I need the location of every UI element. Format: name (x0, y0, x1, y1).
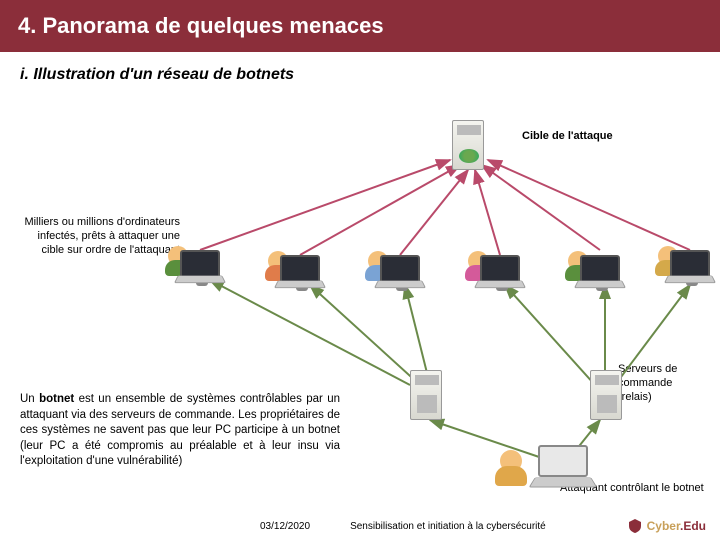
slide-subtitle: i. Illustration d'un réseau de botnets (0, 52, 720, 92)
attacker-icon (500, 450, 522, 472)
cyberedu-logo: Cyber.Edu (627, 518, 706, 534)
botnet-diagram (170, 110, 710, 490)
slide-footer: 03/12/2020 Sensibilisation et initiation… (0, 518, 720, 534)
slide-header: 4. Panorama de quelques menaces (0, 0, 720, 52)
infected-pc-icon (180, 250, 220, 280)
infected-pc-icon (380, 255, 420, 285)
infected-pc-icon (580, 255, 620, 285)
relay-server-icon (410, 370, 442, 420)
footer-date: 03/12/2020 (260, 521, 310, 532)
infected-pc-icon (480, 255, 520, 285)
footer-text: Sensibilisation et initiation à la cyber… (350, 521, 546, 532)
slide-title: 4. Panorama de quelques menaces (18, 13, 384, 39)
infected-pc-icon (280, 255, 320, 285)
infected-pc-icon (670, 250, 710, 280)
attacker-laptop-icon (538, 445, 594, 489)
target-server-icon (452, 120, 484, 170)
arrows-layer (170, 110, 710, 490)
label-infected: Milliers ou millions d'ordinateurs infec… (20, 216, 180, 257)
relay-server-icon (590, 370, 622, 420)
shield-icon (627, 518, 643, 534)
